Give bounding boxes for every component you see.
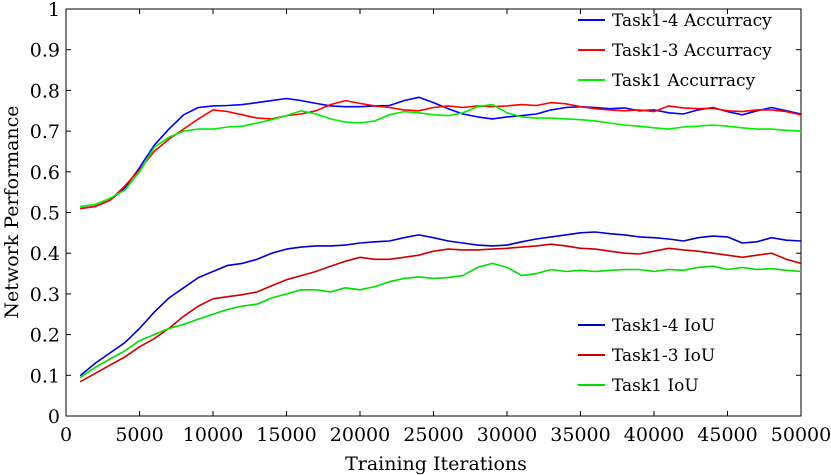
legend-label: Task1 IoU	[612, 376, 699, 396]
y-tick-label: 1	[48, 0, 60, 21]
x-tick-label: 15000	[256, 424, 316, 446]
series-line-6	[79, 262, 802, 379]
y-tick-label: 0.6	[30, 162, 60, 184]
legend-label: Task1-4 Accurracy	[612, 11, 772, 31]
series-line-4	[79, 231, 802, 377]
x-tick-label: 5000	[115, 424, 163, 446]
y-tick-label: 0.5	[30, 203, 60, 225]
y-tick-label: 0.9	[30, 40, 60, 62]
series-line-1	[79, 96, 802, 210]
x-tick-label: 25000	[403, 424, 463, 446]
legend-label: Task1-3 IoU	[612, 346, 715, 366]
x-tick-label: 30000	[477, 424, 537, 446]
y-axis-title: Network Performance	[1, 105, 23, 318]
legend-label: Task1-4 IoU	[612, 316, 715, 336]
x-tick-label: 0	[60, 424, 72, 446]
x-tick-label: 10000	[183, 424, 243, 446]
x-axis-title: Training Iterations	[345, 453, 527, 475]
series-lines	[79, 96, 802, 383]
legends: Task1-4 Accurracy Task1-3 Accurracy Task1 …	[578, 11, 772, 396]
x-tick-label: 50000	[771, 424, 831, 446]
y-tick-label: 0.1	[30, 365, 60, 387]
legend-label: Task1-3 Accurracy	[612, 41, 772, 61]
series-line-5	[79, 243, 802, 383]
x-tick-label: 45000	[697, 424, 757, 446]
legend-label: Task1 Accurracy	[612, 71, 756, 91]
y-tick-label: 0	[48, 406, 60, 428]
y-tick-label: 0.7	[30, 121, 60, 143]
x-tick-label: 35000	[550, 424, 610, 446]
x-tick-label: 40000	[624, 424, 684, 446]
x-tick-label: 20000	[330, 424, 390, 446]
axes: 0 5000 10000 15000 20000 25000 30000 35000 40000…	[30, 0, 831, 446]
y-tick-label: 0.3	[30, 284, 60, 306]
y-tick-label: 0.4	[30, 243, 60, 265]
series-line-3	[79, 103, 802, 208]
y-tick-label: 0.2	[30, 325, 60, 347]
y-tick-label: 0.8	[30, 80, 60, 102]
series-line-2	[79, 99, 802, 210]
